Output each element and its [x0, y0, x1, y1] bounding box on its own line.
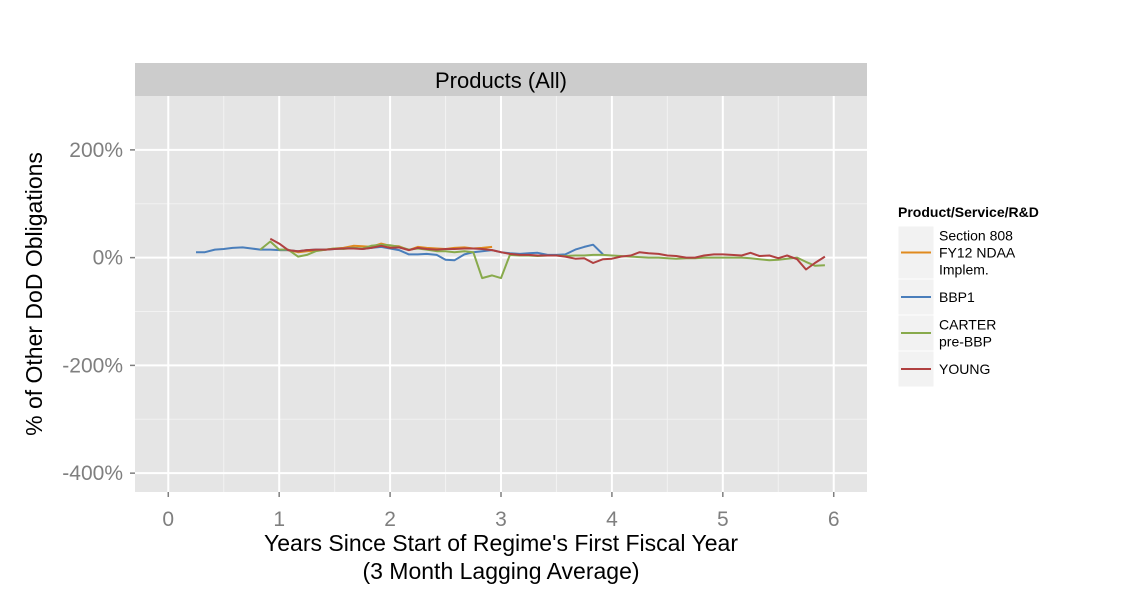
y-axis: 200% 0% -200% -400%: [62, 139, 135, 485]
series-line-young: [269, 237, 826, 271]
legend-label: YOUNG: [939, 361, 990, 377]
legend-label: Implem.: [939, 262, 989, 278]
legend-label: BBP1: [939, 289, 975, 305]
y-axis-title: % of Other DoD Obligations: [21, 152, 47, 436]
x-tick-label: 0: [162, 508, 174, 531]
y-tick-label: 0%: [93, 247, 123, 270]
y-tick-label: -400%: [62, 462, 123, 485]
x-axis: 0 1 2 3 4 5 6: [162, 492, 840, 531]
series-line-bbp1: [196, 243, 604, 262]
x-tick-label: 6: [828, 508, 840, 531]
x-axis-title: Years Since Start of Regime's First Fisc…: [264, 530, 738, 556]
x-tick-label: 4: [606, 508, 618, 531]
facet-title: Products (All): [435, 68, 567, 93]
y-tick-label: 200%: [69, 139, 123, 162]
legend-title: Product/Service/R&D: [898, 204, 1039, 220]
grid-lines: [135, 96, 867, 492]
series-lines: [196, 237, 826, 280]
x-axis-subtitle: (3 Month Lagging Average): [362, 558, 639, 584]
facet-strip: [135, 63, 867, 96]
legend-label: pre-BBP: [939, 334, 992, 350]
legend-label: CARTER: [939, 317, 996, 333]
legend-label: FY12 NDAA: [939, 245, 1016, 261]
x-tick-label: 3: [495, 508, 507, 531]
x-tick-label: 1: [273, 508, 285, 531]
x-tick-label: 5: [717, 508, 729, 531]
x-tick-label: 2: [384, 508, 396, 531]
legend-label: Section 808: [939, 228, 1013, 244]
y-tick-label: -200%: [62, 354, 123, 377]
